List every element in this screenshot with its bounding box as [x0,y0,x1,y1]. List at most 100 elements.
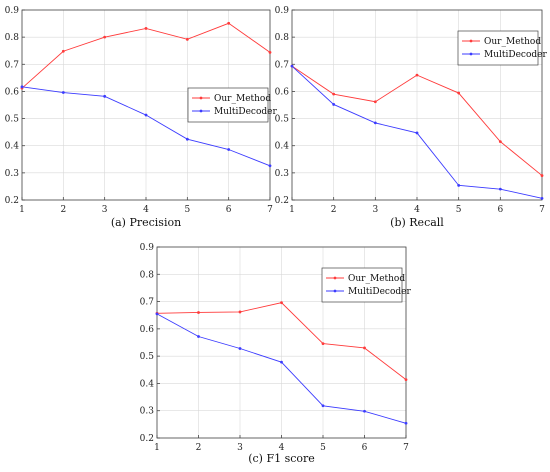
y-tick-label: 0.3 [275,169,290,179]
x-tick-label: 1 [289,205,295,215]
f1-score-chart: 0.2 0.3 0.4 0.5 0.6 0.7 0.8 0.9 1 2 3 4 5 6 7 Our_Metho… [140,243,412,465]
data-point [404,421,408,425]
y-tick-label: 0.9 [275,6,290,16]
data-point [457,91,461,95]
data-point [238,347,242,350]
data-point [332,103,336,106]
data-point [373,121,377,125]
data-point [197,311,200,314]
y-tick-label: 0.5 [140,352,155,362]
data-point [227,148,231,151]
y-tick-label: 0.5 [5,115,20,125]
data-point [103,94,107,98]
data-point [373,100,377,104]
data-point [457,183,461,187]
x-tick-label: 3 [237,443,243,453]
data-point [540,196,544,200]
legend-swatch-marker [199,109,203,113]
legend-swatch-marker [333,276,337,280]
data-point [155,312,159,316]
data-point [321,342,325,345]
y-tick-label: 0.7 [275,60,290,70]
x-tick-label: 2 [60,205,66,215]
x-tick-label: 2 [196,443,202,453]
data-point [498,187,502,191]
x-tick-label: 1 [154,443,160,453]
legend-label: Our_Method [348,274,405,284]
y-tick-label: 0.4 [5,142,20,152]
x-tick-label: 7 [403,443,409,453]
legend-box [457,30,539,66]
x-tick-label: 6 [497,205,503,215]
data-point [185,37,189,41]
data-point [415,73,419,77]
data-point [332,92,336,96]
legend: Our_Method MultiDecoder [321,267,411,303]
x-tick-label: 2 [331,205,337,215]
legend: Our_Method MultiDecoder [187,87,277,123]
data-point [103,35,107,39]
y-tick-label: 0.8 [275,33,290,43]
data-point [290,64,294,68]
precision-chart: 0.2 0.3 0.4 0.5 0.6 0.7 0.8 0.9 1 2 3 4 5 6 7 Our_Metho… [5,6,278,229]
legend: Our_Method MultiDecoder [457,30,547,66]
y-tick-label: 0.6 [275,87,290,97]
legend-label: Our_Method [214,94,271,104]
y-tick-label: 0.7 [5,60,20,70]
data-point [227,21,231,25]
data-point [363,346,366,350]
data-point [268,164,272,168]
legend-box [321,267,403,303]
data-point [144,113,148,117]
legend-label: Our_Method [484,37,541,47]
legend-label: MultiDecoder [214,107,277,117]
x-tick-label: 4 [143,205,149,215]
data-point [238,310,242,314]
x-tick-label: 5 [184,205,190,215]
y-tick-label: 0.7 [140,298,155,308]
x-tick-label: 3 [372,205,378,215]
x-tick-label: 6 [226,205,232,215]
legend-swatch-marker [199,96,203,100]
x-tick-label: 4 [414,205,420,215]
data-point [268,50,272,54]
y-tick-label: 0.2 [140,434,154,444]
chart-caption: (c) F1 score [248,452,315,465]
y-tick-label: 0.4 [275,142,290,152]
data-point [415,131,419,135]
data-point [144,27,148,30]
x-tick-label: 5 [456,205,462,215]
legend-swatch-marker [469,39,473,43]
legend-label: MultiDecoder [484,50,547,60]
y-tick-label: 0.8 [5,33,20,43]
data-point [61,91,65,94]
x-tick-label: 7 [267,205,273,215]
y-tick-label: 0.5 [275,115,290,125]
y-tick-label: 0.4 [140,379,155,389]
y-tick-label: 0.2 [275,196,289,206]
data-point [280,301,283,305]
data-point [20,85,24,89]
y-tick-label: 0.2 [5,196,19,206]
y-tick-label: 0.9 [5,6,20,16]
data-point [61,49,65,53]
y-tick-label: 0.6 [5,87,20,97]
data-point [321,404,325,408]
chart-caption: (b) Recall [390,216,444,229]
chart-caption: (a) Precision [111,216,181,229]
y-tick-label: 0.6 [140,325,155,335]
x-tick-label: 3 [102,205,108,215]
y-tick-label: 0.8 [140,270,155,280]
legend-label: MultiDecoder [348,287,411,297]
data-point [363,409,366,413]
x-tick-label: 5 [320,443,326,453]
x-tick-label: 6 [362,443,368,453]
legend-swatch-marker [469,52,473,56]
legend-box [187,87,269,123]
data-point [498,140,502,144]
x-tick-label: 7 [539,205,545,215]
data-point [185,137,189,141]
data-point [280,360,283,364]
y-tick-label: 0.3 [5,169,20,179]
